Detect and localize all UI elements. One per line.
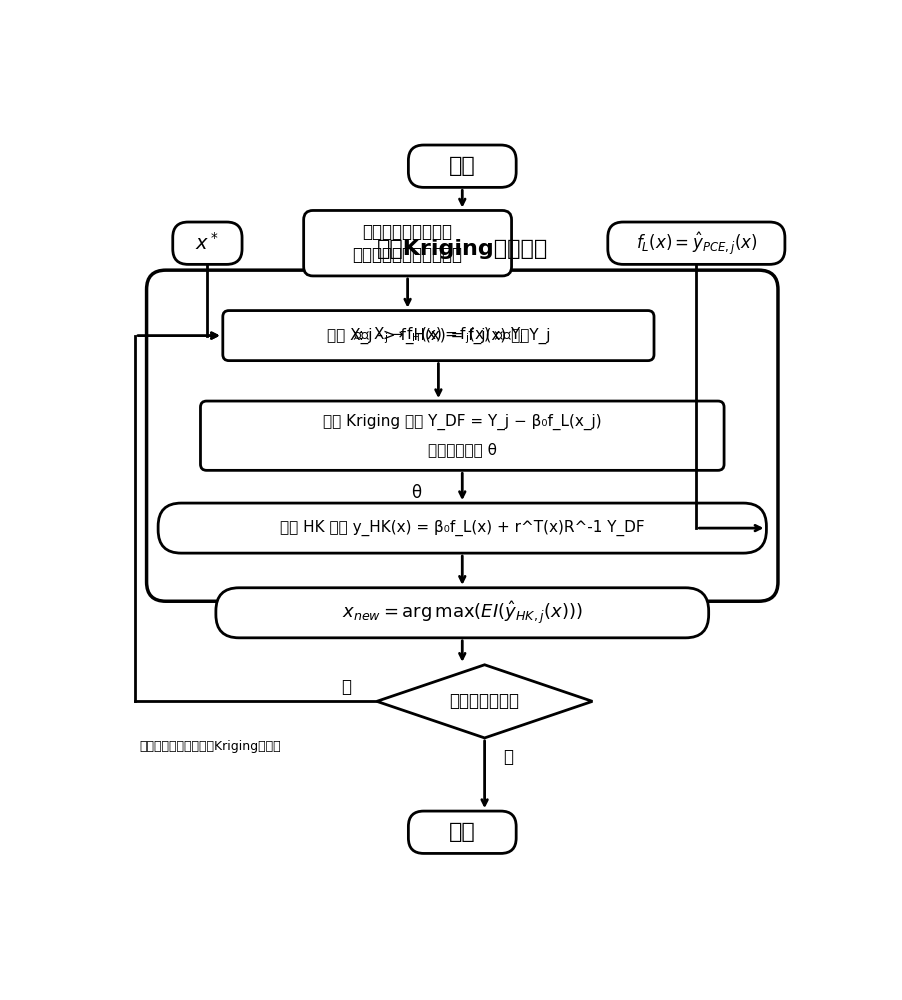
FancyBboxPatch shape <box>409 145 516 187</box>
FancyBboxPatch shape <box>608 222 785 264</box>
FancyBboxPatch shape <box>200 401 724 470</box>
Text: 结束: 结束 <box>449 822 475 842</box>
Text: θ: θ <box>411 484 421 502</box>
Text: $x^*$: $x^*$ <box>196 232 219 254</box>
FancyBboxPatch shape <box>173 222 242 264</box>
Text: 在子空间内进行初始加点: 在子空间内进行初始加点 <box>353 246 463 264</box>
FancyBboxPatch shape <box>409 811 516 853</box>
Text: 使用拉丁超立方方法: 使用拉丁超立方方法 <box>363 223 453 241</box>
FancyBboxPatch shape <box>158 503 767 553</box>
Text: 并得到超参数 θ: 并得到超参数 θ <box>428 442 497 457</box>
Text: 建立 HK 模型 y_HK(x) = β₀f_L(x) + r^T(x)R^-1 Y_DF: 建立 HK 模型 y_HK(x) = β₀f_L(x) + r^T(x)R^-1… <box>280 520 645 536</box>
FancyBboxPatch shape <box>216 588 709 638</box>
Text: $x_{new}=\mathrm{arg\,max}(EI(\hat{y}_{HK,j}(x)))$: $x_{new}=\mathrm{arg\,max}(EI(\hat{y}_{H… <box>342 599 583 626</box>
Text: 分层Kriging代理模型: 分层Kriging代理模型 <box>377 239 548 259</box>
Text: 否: 否 <box>341 678 351 696</box>
Text: $\rm{评估}\ X_j \rightarrow f_H(x)=f_j(x)\ \rm{得到}Y_j$: $\rm{评估}\ X_j \rightarrow f_H(x)=f_j(x)\… <box>354 325 524 346</box>
FancyBboxPatch shape <box>223 311 654 361</box>
Text: 建立 Kriging 模型 Y_DF = Y_j − β₀f_L(x_j): 建立 Kriging 模型 Y_DF = Y_j − β₀f_L(x_j) <box>323 414 602 430</box>
Text: 开始: 开始 <box>449 156 475 176</box>
FancyBboxPatch shape <box>304 210 511 276</box>
Polygon shape <box>377 665 593 738</box>
Text: 是: 是 <box>502 748 512 766</box>
Text: 达到结束条件？: 达到结束条件？ <box>449 692 520 710</box>
FancyBboxPatch shape <box>146 270 778 601</box>
Text: $f_L(x)=\hat{y}_{PCE,j}(x)$: $f_L(x)=\hat{y}_{PCE,j}(x)$ <box>636 230 757 257</box>
Text: 评估 X_j -> f_H(x) = f_j(x) 得到Y_j: 评估 X_j -> f_H(x) = f_j(x) 得到Y_j <box>327 327 550 344</box>
Text: 将新的样本加入到分层Kriging模型中: 将新的样本加入到分层Kriging模型中 <box>139 740 281 753</box>
